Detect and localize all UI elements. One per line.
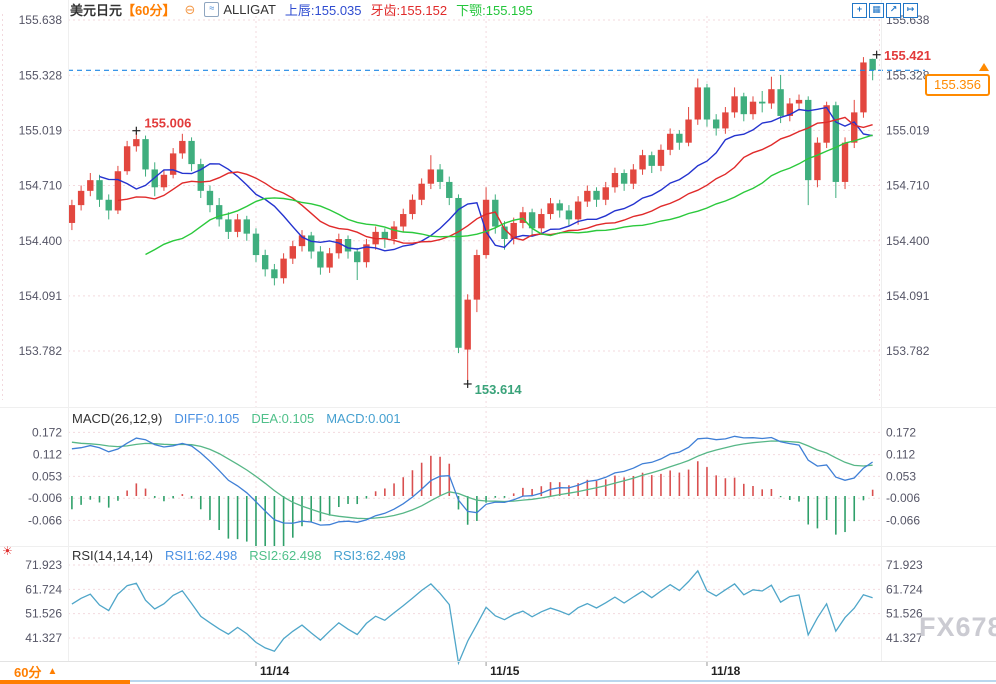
rsi-layer [71,569,873,666]
macd-diff-value: DIFF:0.105 [174,410,240,426]
indicator-legend: ≈ ALLIGAT [204,2,276,17]
period-tag: 【60分】 [122,3,176,18]
alligator-lips-value: 上唇:155.035 [284,3,362,18]
svg-text:154.400: 154.400 [19,234,63,248]
svg-text:0.112: 0.112 [886,448,915,462]
rsi-panel-separator [0,546,996,547]
brand-watermark: FX678 [919,612,996,642]
svg-text:51.526: 51.526 [25,607,62,621]
svg-text:0.172: 0.172 [886,425,916,439]
rsi2-value: RSI2:62.498 [249,547,322,563]
macd-layer [71,435,874,547]
period-selector-tab[interactable]: 60分 ▲ [0,663,130,680]
rsi-title: RSI(14,14,14) [72,547,153,563]
period-tab-arrow-icon[interactable]: ▲ [47,666,58,677]
macd-panel-separator [0,407,996,408]
svg-text:154.710: 154.710 [886,179,930,193]
alligator-jaw-value: 下颚:155.195 [456,3,533,18]
line-chart-icon[interactable]: ↗ [886,3,901,18]
svg-text:155.006: 155.006 [144,116,191,131]
date-label: 11/18 [711,664,741,678]
chart-header: 美元日元【60分】 ⊖ ≈ ALLIGAT 上唇:155.035 牙齿:155.… [70,1,533,18]
svg-text:0.112: 0.112 [33,448,62,462]
svg-text:153.782: 153.782 [19,344,63,358]
time-axis-border [0,661,996,662]
svg-text:0.053: 0.053 [32,469,62,483]
rsi-panel-legend: RSI(14,14,14) RSI1:62.498 RSI2:62.498 RS… [72,547,406,563]
date-label: 11/15 [490,664,520,678]
svg-text:71.923: 71.923 [25,558,62,572]
svg-text:154.091: 154.091 [19,289,63,303]
rsi1-value: RSI1:62.498 [164,547,238,563]
svg-text:155.421: 155.421 [884,48,931,63]
svg-text:154.400: 154.400 [886,234,930,248]
symbol-title: 美元日元【60分】 [70,0,175,19]
svg-text:-0.006: -0.006 [28,491,62,505]
macd-dea-value: DEA:0.105 [251,410,315,426]
svg-text:154.091: 154.091 [886,289,930,303]
period-tab-label[interactable]: 60分 [14,665,42,680]
svg-text:154.710: 154.710 [19,179,63,193]
collapse-icon[interactable]: ⊖ [184,2,196,17]
date-label: 11/14 [260,664,290,678]
right-axis-separator [881,0,882,661]
macd-panel-legend: MACD(26,12,9) DIFF:0.105 DEA:0.105 MACD:… [72,410,401,426]
svg-text:155.638: 155.638 [19,13,63,27]
indicator-name: ALLIGAT [223,2,276,17]
svg-text:155.019: 155.019 [19,123,63,137]
svg-text:0.172: 0.172 [32,425,62,439]
candles-layer [68,57,876,381]
svg-text:153.782: 153.782 [886,344,930,358]
pan-icon[interactable]: + [852,3,867,18]
svg-text:0.053: 0.053 [886,469,916,483]
svg-text:51.526: 51.526 [886,607,923,621]
alligator-teeth-value: 牙齿:155.152 [370,3,448,18]
macd-title: MACD(26,12,9) [72,410,163,426]
bottom-border-line [0,680,996,682]
symbol-name: 美元日元 [70,3,123,18]
svg-text:71.923: 71.923 [886,558,923,572]
alligator-lines [99,106,873,256]
svg-text:155.328: 155.328 [886,68,930,82]
svg-text:61.724: 61.724 [25,582,62,596]
svg-text:-0.066: -0.066 [886,513,920,527]
svg-text:155.019: 155.019 [886,123,930,137]
rsi3-value: RSI3:62.498 [333,547,406,563]
svg-text:-0.066: -0.066 [28,513,62,527]
period-tab-underline [0,680,130,684]
svg-text:153.614: 153.614 [475,382,523,397]
chart-toolbar: + ▦ ↗ ↦ [852,3,918,18]
svg-text:41.327: 41.327 [25,631,62,645]
svg-text:61.724: 61.724 [886,582,923,596]
left-axis-separator [68,0,69,661]
latest-price-arrow-icon [979,63,989,71]
svg-text:-0.006: -0.006 [886,491,920,505]
current-price-badge: 155.356 [925,74,990,96]
svg-text:41.327: 41.327 [886,631,923,645]
indicator-chart-icon: ≈ [204,2,220,17]
svg-text:155.328: 155.328 [19,68,63,82]
grid-chart-icon[interactable]: ▦ [869,3,884,18]
indicator-settings-sun-icon[interactable]: ☀ [2,544,13,558]
macd-hist-value: MACD:0.001 [326,410,401,426]
forward-icon[interactable]: ↦ [903,3,918,18]
